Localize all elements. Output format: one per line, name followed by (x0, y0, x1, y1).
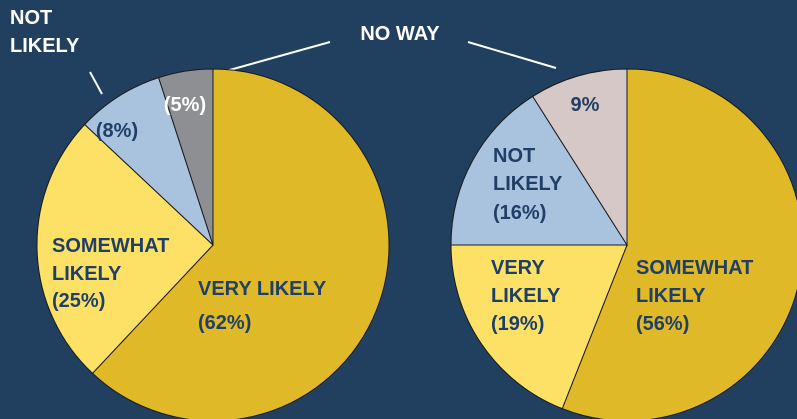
label-line: LIKELY (52, 263, 122, 285)
label-line: VERY LIKELY (198, 278, 327, 300)
pie-slice (83, 76, 214, 246)
leader-line (89, 71, 103, 95)
slice-label: NO WAY (360, 23, 440, 45)
value-label: (62%) (198, 312, 251, 334)
value-label: 9% (571, 94, 600, 116)
slice-label: SOMEWHAT LIKELY (52, 235, 169, 285)
pie-slice (157, 68, 214, 246)
label-line: SOMEWHAT (636, 257, 753, 279)
value-label: (25%) (52, 290, 105, 312)
value-label: (16%) (493, 202, 546, 224)
label-line: NO WAY (360, 23, 440, 45)
value-label: (56%) (636, 313, 689, 335)
label-line: NOT (10, 7, 52, 29)
slice-label: VERY LIKELY (198, 278, 327, 300)
slice-label: VERY LIKELY (491, 257, 561, 307)
value-label: (8%) (96, 120, 138, 142)
pie-slice (561, 68, 797, 419)
pie-slice (450, 244, 628, 410)
leader-line (467, 41, 557, 69)
value-label: (19%) (491, 313, 544, 335)
slice-label: SOMEWHAT LIKELY (636, 257, 753, 307)
label-line: VERY (491, 257, 545, 279)
label-line: LIKELY (493, 173, 563, 195)
label-line: LIKELY (10, 35, 80, 57)
label-line: LIKELY (491, 285, 561, 307)
pie-slice (450, 95, 628, 246)
slice-label: NOT LIKELY (493, 145, 563, 195)
label-line: LIKELY (636, 285, 706, 307)
slice-label: NOT LIKELY (10, 7, 80, 57)
pie-slice (91, 68, 390, 419)
label-line: NOT (493, 145, 535, 167)
pie-slice (36, 123, 214, 375)
pie-slice (532, 68, 628, 247)
label-line: SOMEWHAT (52, 235, 169, 257)
value-label: (5%) (164, 94, 206, 116)
